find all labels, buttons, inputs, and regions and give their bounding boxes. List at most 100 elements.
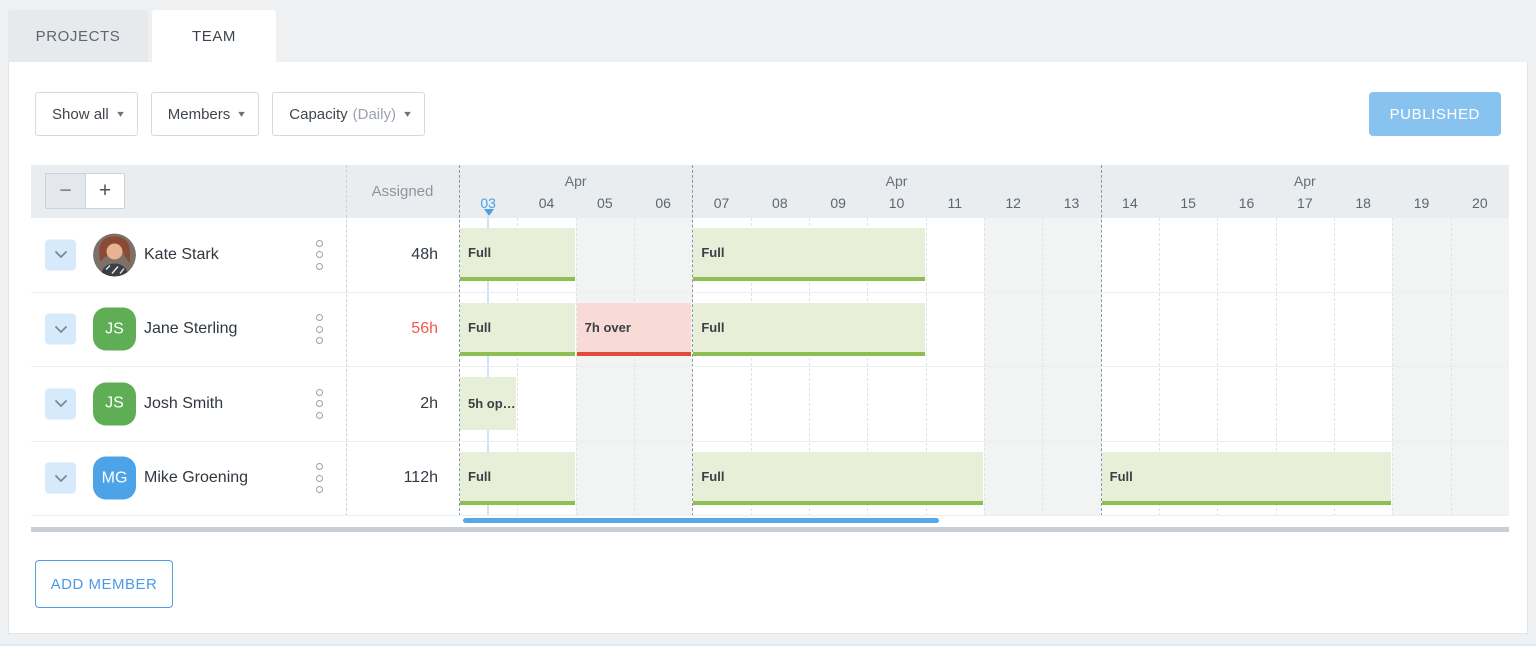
expand-row-button[interactable] bbox=[45, 239, 76, 271]
member-name: Josh Smith bbox=[144, 394, 224, 412]
chevron-down-icon: ▾ bbox=[238, 108, 246, 120]
day-label: 08 bbox=[772, 195, 788, 211]
chevron-down-icon bbox=[54, 251, 67, 259]
day-gridline bbox=[1450, 218, 1452, 516]
filter-dropdown-capacity[interactable]: Capacity (Daily) ▾ bbox=[272, 92, 426, 136]
member-row: Kate Stark 48h Full Full bbox=[31, 218, 1509, 293]
day-label: 04 bbox=[538, 195, 555, 211]
chevron-down-icon bbox=[54, 325, 67, 334]
allocation-bar-label: 7h over bbox=[584, 319, 631, 335]
expand-row-button[interactable] bbox=[45, 462, 76, 494]
day-label: 15 bbox=[1180, 195, 1196, 211]
filter-group: Show all ▾ Members ▾ Capacity (Daily) ▾ bbox=[35, 92, 438, 136]
day-label: 10 bbox=[888, 195, 905, 211]
day-label: 03 bbox=[480, 195, 496, 211]
assigned-hours: 112h bbox=[403, 469, 438, 487]
row-timeline: Full Full bbox=[459, 218, 1509, 292]
allocation-bar-open[interactable]: 5h op… bbox=[460, 377, 517, 430]
allocation-bar-label: 5h op… bbox=[468, 396, 516, 411]
row-menu-button[interactable] bbox=[309, 312, 329, 346]
kebab-dot-icon bbox=[315, 337, 323, 345]
day-gridline bbox=[925, 218, 927, 516]
row-timeline: 5h op… bbox=[459, 367, 1509, 441]
allocation-bar-full[interactable]: Full bbox=[460, 451, 575, 505]
kebab-dot-icon bbox=[315, 314, 323, 322]
add-member-button[interactable]: ADD MEMBER bbox=[35, 560, 173, 608]
kebab-dot-icon bbox=[315, 325, 323, 333]
day-label: 12 bbox=[1005, 195, 1021, 211]
kebab-dot-icon bbox=[315, 474, 323, 482]
allocation-bar-label: Full bbox=[468, 245, 492, 260]
expand-row-button[interactable] bbox=[45, 388, 76, 420]
kebab-dot-icon bbox=[315, 262, 323, 270]
published-button[interactable]: PUBLISHED bbox=[1368, 92, 1501, 136]
day-label: 06 bbox=[655, 195, 671, 211]
day-gridline bbox=[1275, 218, 1277, 516]
allocation-bar-label: Full bbox=[701, 245, 725, 260]
allocation-bar-full[interactable]: Full bbox=[460, 302, 575, 356]
assigned-hours: 56h bbox=[411, 320, 438, 338]
member-name: Kate Stark bbox=[144, 245, 219, 263]
month-label: Apr bbox=[885, 173, 908, 189]
assigned-column-header: Assigned bbox=[371, 183, 434, 200]
allocation-bar-label: Full bbox=[701, 468, 725, 484]
day-gridline bbox=[1392, 218, 1394, 516]
member-row: JS Josh Smith 2h 5h op… bbox=[31, 367, 1509, 442]
expand-row-button[interactable] bbox=[45, 313, 76, 345]
day-label: 16 bbox=[1238, 195, 1255, 211]
filter-dropdown-members[interactable]: Members ▾ bbox=[150, 92, 260, 136]
day-gridline bbox=[1334, 218, 1335, 516]
month-label: Apr bbox=[1293, 173, 1316, 189]
tab-team-label: TEAM bbox=[191, 28, 237, 45]
tab-team[interactable]: TEAM bbox=[152, 10, 276, 63]
row-menu-button[interactable] bbox=[309, 387, 329, 421]
filter-label: Members bbox=[167, 105, 231, 123]
zoom-out-button[interactable]: − bbox=[45, 173, 85, 209]
allocation-bar-full[interactable]: Full bbox=[693, 228, 925, 281]
tab-projects[interactable]: PROJECTS bbox=[8, 10, 148, 62]
day-label: 13 bbox=[1063, 195, 1080, 211]
member-rows: Kate Stark 48h Full Full JS Jane Sterling 56h F… bbox=[31, 218, 1509, 516]
chevron-down-icon bbox=[54, 400, 67, 408]
today-line bbox=[487, 215, 490, 516]
chevron-down-icon: ▾ bbox=[404, 108, 411, 120]
day-label: 11 bbox=[947, 195, 963, 211]
allocation-bar-full[interactable]: Full bbox=[460, 228, 575, 281]
allocation-bar-full[interactable]: Full bbox=[693, 451, 983, 505]
allocation-bar-full[interactable]: Full bbox=[693, 302, 925, 356]
row-menu-button[interactable] bbox=[309, 461, 329, 495]
allocation-bar-over[interactable]: 7h over bbox=[576, 302, 692, 356]
allocation-bar-label: Full bbox=[701, 319, 725, 335]
day-label: 20 bbox=[1472, 195, 1488, 211]
weekend-shade bbox=[984, 218, 1043, 516]
day-label: 17 bbox=[1297, 195, 1313, 211]
filter-dropdown-show-all[interactable]: Show all ▾ bbox=[35, 92, 138, 136]
weekend-shade bbox=[575, 218, 634, 516]
schedule-board: − + Assigned Apr Apr Apr 03 04 05 06 07 08 09 10 11… bbox=[31, 165, 1509, 516]
kebab-dot-icon bbox=[315, 388, 323, 396]
assigned-hours: 48h bbox=[411, 245, 438, 263]
weekend-shade bbox=[1450, 218, 1509, 516]
day-label: 14 bbox=[1122, 195, 1138, 211]
weekend-shade bbox=[1392, 218, 1451, 516]
day-label: 09 bbox=[830, 195, 846, 211]
day-gridline bbox=[984, 218, 985, 516]
week-separator-line bbox=[692, 165, 694, 516]
kebab-dot-icon bbox=[315, 463, 323, 471]
avatar bbox=[93, 233, 136, 277]
kebab-dot-icon bbox=[315, 400, 323, 408]
row-timeline: Full 7h over Full bbox=[459, 293, 1509, 367]
team-panel: Show all ▾ Members ▾ Capacity (Daily) ▾ PUBLIS… bbox=[8, 62, 1528, 634]
filter-label: Show all bbox=[52, 105, 109, 123]
zoom-in-button[interactable]: + bbox=[85, 173, 125, 209]
day-gridline bbox=[750, 218, 752, 516]
timeline-scrollbar-track[interactable] bbox=[31, 527, 1509, 532]
day-gridline bbox=[634, 218, 635, 516]
timeline-scrollbar-thumb[interactable] bbox=[463, 518, 939, 523]
weekend-shade bbox=[634, 218, 693, 516]
week-separator-line bbox=[459, 165, 460, 516]
day-gridline bbox=[1217, 218, 1219, 516]
avatar: JS bbox=[93, 382, 136, 426]
allocation-bar-full[interactable]: Full bbox=[1101, 451, 1392, 505]
row-menu-button[interactable] bbox=[309, 238, 329, 272]
